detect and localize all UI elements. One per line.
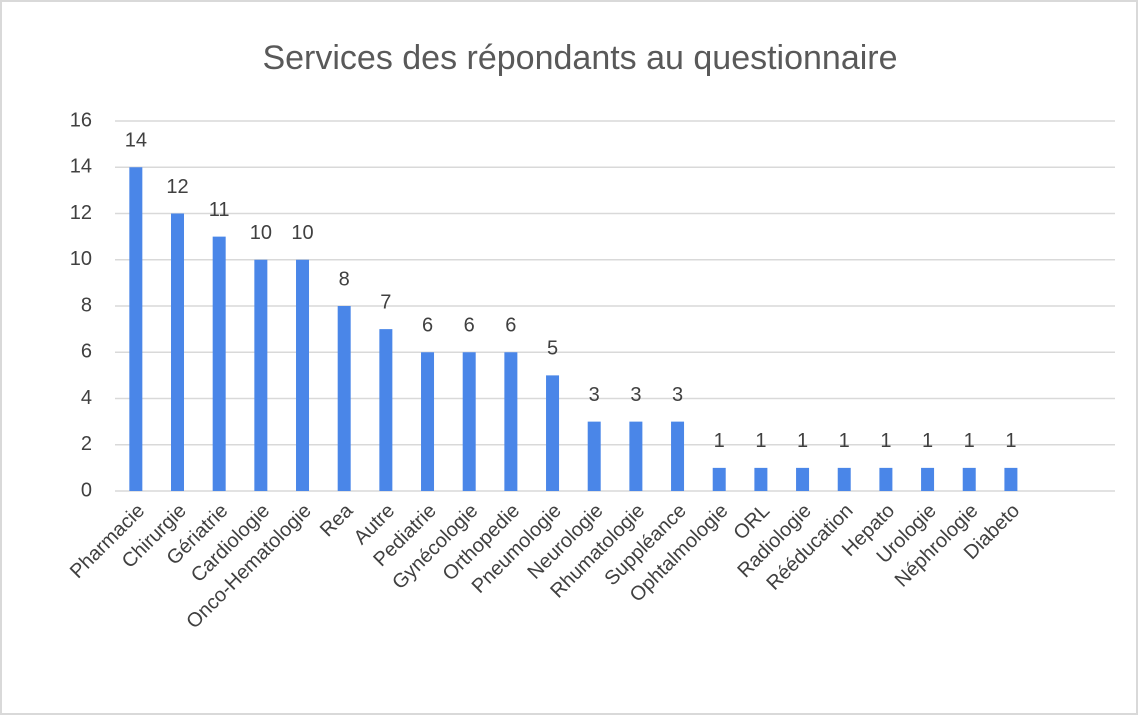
bar — [171, 213, 185, 491]
bar — [712, 467, 726, 491]
data-label: 10 — [250, 222, 272, 244]
data-label: 5 — [547, 338, 558, 360]
data-label: 3 — [672, 384, 683, 406]
y-tick-label: 4 — [81, 387, 92, 409]
bar — [921, 467, 935, 491]
y-tick-label: 10 — [70, 248, 92, 270]
y-tick-label: 8 — [81, 294, 92, 316]
bar — [212, 236, 226, 491]
data-label: 12 — [166, 176, 188, 198]
bar — [337, 306, 351, 491]
bar — [296, 259, 310, 491]
data-label: 6 — [505, 315, 516, 337]
y-tick-label: 12 — [70, 202, 92, 224]
data-label: 11 — [209, 199, 230, 221]
data-label: 1 — [964, 430, 975, 452]
bar — [1004, 467, 1018, 491]
data-label: 10 — [291, 222, 313, 244]
y-tick-label: 2 — [81, 433, 92, 455]
bar — [754, 467, 768, 491]
bar — [837, 467, 851, 491]
chart-title: Services des répondants au questionnaire — [262, 39, 897, 77]
data-label: 1 — [922, 430, 933, 452]
bar — [629, 421, 643, 491]
data-label: 1 — [755, 430, 766, 452]
y-tick-label: 16 — [70, 109, 92, 131]
data-label: 6 — [422, 315, 433, 337]
data-label: 1 — [797, 430, 808, 452]
bar — [796, 467, 810, 491]
bar — [546, 375, 560, 491]
data-label: 3 — [630, 384, 641, 406]
bar — [671, 421, 685, 491]
data-label: 8 — [339, 268, 350, 290]
data-label: 14 — [125, 130, 147, 152]
bar — [587, 421, 601, 491]
data-label: 3 — [589, 384, 600, 406]
y-tick-label: 14 — [70, 156, 92, 178]
y-tick-label: 0 — [81, 479, 92, 501]
data-label: 1 — [714, 430, 725, 452]
y-tick-label: 6 — [81, 341, 92, 363]
data-label: 1 — [880, 430, 891, 452]
bar — [421, 352, 435, 491]
data-label: 1 — [1005, 430, 1016, 452]
bar — [129, 167, 143, 491]
bar — [504, 352, 518, 491]
data-label: 6 — [464, 315, 475, 337]
bar — [379, 329, 393, 491]
data-label: 7 — [380, 291, 391, 313]
bar — [879, 467, 893, 491]
bar — [962, 467, 976, 491]
bar — [462, 352, 476, 491]
bar — [254, 259, 268, 491]
data-label: 1 — [839, 430, 850, 452]
